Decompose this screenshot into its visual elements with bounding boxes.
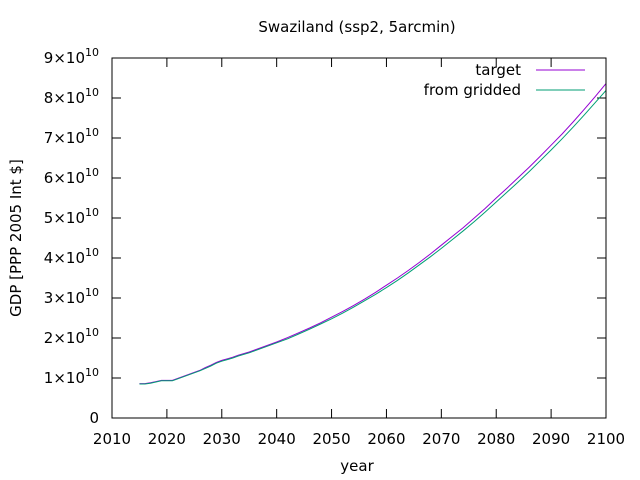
y-tick-label: 7×1010 [44, 126, 99, 147]
y-tick-label: 0 [89, 409, 99, 427]
x-tick-label: 2030 [203, 430, 241, 448]
y-tick-label: 2×1010 [44, 326, 99, 347]
x-tick-label: 2040 [258, 430, 296, 448]
x-tick-label: 2020 [148, 430, 186, 448]
legend-label: target [475, 61, 521, 79]
plot-frame [111, 57, 607, 419]
x-tick-label: 2080 [477, 430, 515, 448]
x-tick-label: 2090 [532, 430, 570, 448]
series-line-target [139, 83, 607, 385]
y-tick-label: 5×1010 [44, 206, 99, 227]
x-tick-label: 2010 [93, 430, 131, 448]
y-tick-label: 8×1010 [44, 86, 99, 107]
series-line-from-gridded [139, 90, 607, 385]
x-tick-label: 2070 [422, 430, 460, 448]
legend: target from gridded [424, 61, 585, 99]
x-tick-label: 2050 [312, 430, 350, 448]
y-tick-label: 9×1010 [44, 46, 99, 67]
y-axis-label: GDP [PPP 2005 Int $] [7, 159, 25, 317]
x-tick-label: 2100 [587, 430, 625, 448]
svg-text:GDP [PPP 2005 Int $]: GDP [PPP 2005 Int $] [7, 159, 25, 317]
x-axis-label: year [340, 457, 374, 475]
axis-ticks: 2010 2020 2030 2040 2050 2060 2070 2080 2090 2100… [44, 46, 625, 448]
series-lines [139, 83, 607, 385]
legend-label: from gridded [424, 81, 521, 99]
y-tick-label: 6×1010 [44, 166, 99, 187]
chart-title: Swaziland (ssp2, 5arcmin) [258, 18, 455, 36]
x-tick-label: 2060 [367, 430, 405, 448]
y-tick-label: 3×1010 [44, 286, 99, 307]
y-tick-label: 1×1010 [44, 366, 99, 387]
y-tick-label: 4×1010 [44, 246, 99, 267]
